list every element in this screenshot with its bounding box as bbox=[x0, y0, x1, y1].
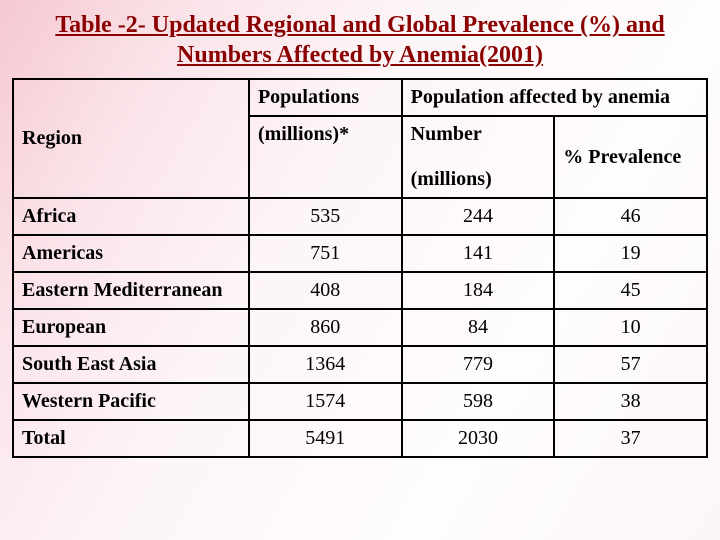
table-row: Western Pacific157459838 bbox=[13, 383, 707, 420]
cell-number: 141 bbox=[402, 235, 555, 272]
cell-populations: 408 bbox=[249, 272, 402, 309]
table-header-row: Region Populations Population affected b… bbox=[13, 79, 707, 116]
cell-prevalence: 10 bbox=[554, 309, 707, 346]
cell-number: 84 bbox=[402, 309, 555, 346]
col-header-populations: Populations bbox=[249, 79, 402, 116]
cell-populations: 1364 bbox=[249, 346, 402, 383]
cell-prevalence: 37 bbox=[554, 420, 707, 457]
table-row: European8608410 bbox=[13, 309, 707, 346]
table-row: South East Asia136477957 bbox=[13, 346, 707, 383]
cell-number: 598 bbox=[402, 383, 555, 420]
col-header-number-unit: (millions) bbox=[411, 168, 546, 191]
cell-populations: 1574 bbox=[249, 383, 402, 420]
table-row: Africa53524446 bbox=[13, 198, 707, 235]
cell-prevalence: 38 bbox=[554, 383, 707, 420]
col-header-affected-span: Population affected by anemia bbox=[402, 79, 707, 116]
cell-region: European bbox=[13, 309, 249, 346]
col-header-region: Region bbox=[13, 79, 249, 198]
cell-populations: 751 bbox=[249, 235, 402, 272]
cell-number: 779 bbox=[402, 346, 555, 383]
cell-number: 2030 bbox=[402, 420, 555, 457]
prevalence-table: Region Populations Population affected b… bbox=[12, 78, 708, 458]
cell-prevalence: 46 bbox=[554, 198, 707, 235]
col-header-prevalence: % Prevalence bbox=[554, 116, 707, 198]
page-title: Table -2- Updated Regional and Global Pr… bbox=[0, 0, 720, 78]
cell-region: South East Asia bbox=[13, 346, 249, 383]
table-container: Region Populations Population affected b… bbox=[0, 78, 720, 470]
col-header-number-label: Number bbox=[411, 123, 546, 146]
cell-populations: 535 bbox=[249, 198, 402, 235]
cell-number: 244 bbox=[402, 198, 555, 235]
cell-region: Americas bbox=[13, 235, 249, 272]
cell-prevalence: 45 bbox=[554, 272, 707, 309]
table-row: Eastern Mediterranean40818445 bbox=[13, 272, 707, 309]
cell-prevalence: 19 bbox=[554, 235, 707, 272]
cell-populations: 860 bbox=[249, 309, 402, 346]
table-row: Americas75114119 bbox=[13, 235, 707, 272]
cell-populations: 5491 bbox=[249, 420, 402, 457]
col-header-populations-unit: (millions)* bbox=[249, 116, 402, 198]
col-header-number: Number (millions) bbox=[402, 116, 555, 198]
cell-region: Eastern Mediterranean bbox=[13, 272, 249, 309]
cell-region: Total bbox=[13, 420, 249, 457]
cell-number: 184 bbox=[402, 272, 555, 309]
cell-region: Africa bbox=[13, 198, 249, 235]
cell-region: Western Pacific bbox=[13, 383, 249, 420]
table-row: Total5491203037 bbox=[13, 420, 707, 457]
cell-prevalence: 57 bbox=[554, 346, 707, 383]
